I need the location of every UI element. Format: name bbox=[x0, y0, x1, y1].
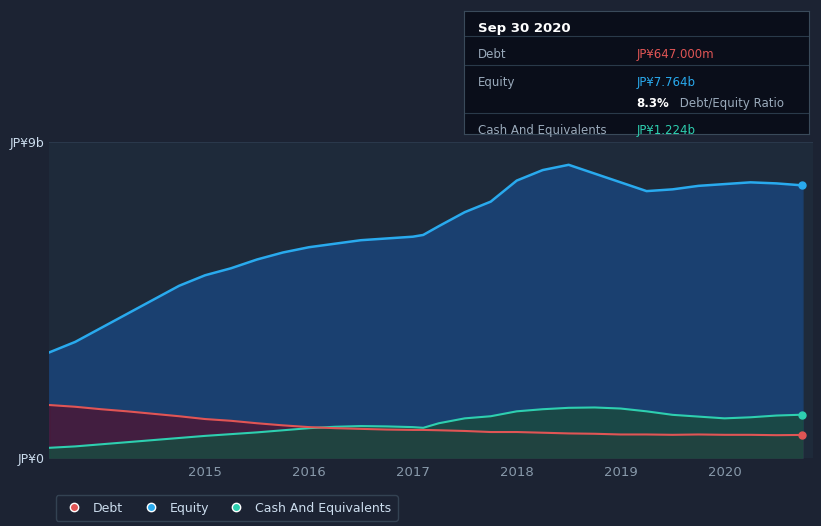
Text: Sep 30 2020: Sep 30 2020 bbox=[478, 22, 571, 35]
Text: Cash And Equivalents: Cash And Equivalents bbox=[478, 124, 606, 137]
Text: JP¥7.764b: JP¥7.764b bbox=[636, 76, 695, 89]
Text: Debt/Equity Ratio: Debt/Equity Ratio bbox=[676, 97, 784, 110]
Text: 8.3%: 8.3% bbox=[636, 97, 669, 110]
Legend: Debt, Equity, Cash And Equivalents: Debt, Equity, Cash And Equivalents bbox=[56, 495, 397, 521]
Text: Debt: Debt bbox=[478, 48, 507, 60]
Text: Equity: Equity bbox=[478, 76, 515, 89]
Text: JP¥647.000m: JP¥647.000m bbox=[636, 48, 714, 60]
Text: JP¥1.224b: JP¥1.224b bbox=[636, 124, 695, 137]
